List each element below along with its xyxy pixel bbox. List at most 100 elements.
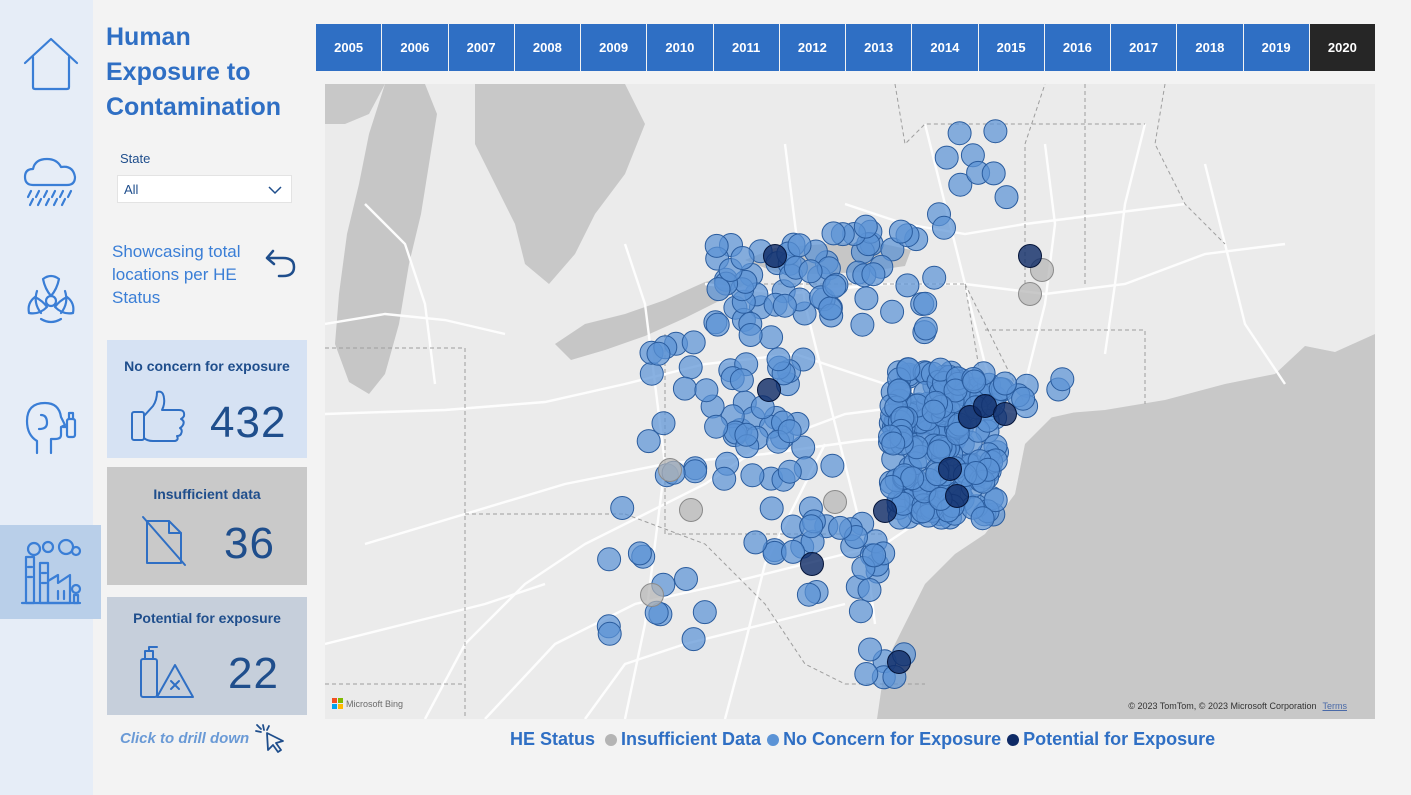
card-no-concern[interactable]: No concern for exposure 432	[107, 340, 307, 458]
no-concern-point[interactable]	[887, 378, 911, 403]
no-concern-point[interactable]	[922, 265, 947, 290]
no-concern-point[interactable]	[913, 316, 938, 341]
no-concern-point[interactable]	[895, 273, 920, 298]
card-insufficient-data[interactable]: Insufficient data 36	[107, 467, 307, 585]
no-concern-point[interactable]	[854, 662, 879, 686]
insufficient-data-point[interactable]	[658, 458, 682, 482]
no-concern-point[interactable]	[772, 293, 797, 318]
no-concern-point[interactable]	[759, 325, 784, 350]
no-concern-point[interactable]	[740, 463, 765, 488]
no-concern-point[interactable]	[627, 541, 652, 566]
no-concern-point[interactable]	[963, 461, 988, 485]
no-concern-point[interactable]	[888, 219, 913, 244]
no-concern-point[interactable]	[821, 221, 846, 246]
no-concern-point[interactable]	[945, 421, 970, 446]
potential-exposure-point[interactable]	[938, 457, 962, 481]
no-concern-point[interactable]	[932, 215, 956, 240]
no-concern-point[interactable]	[921, 399, 946, 424]
year-2007[interactable]: 2007	[448, 24, 514, 71]
no-concern-point[interactable]	[862, 543, 887, 568]
no-concern-point[interactable]	[879, 474, 904, 499]
year-2013[interactable]: 2013	[846, 24, 912, 71]
year-2005[interactable]: 2005	[316, 24, 382, 71]
no-concern-point[interactable]	[678, 355, 703, 380]
no-concern-point[interactable]	[896, 357, 921, 382]
insufficient-data-point[interactable]	[1018, 282, 1042, 306]
potential-exposure-point[interactable]	[757, 378, 781, 402]
no-concern-point[interactable]	[820, 453, 845, 478]
no-concern-point[interactable]	[913, 291, 938, 316]
no-concern-point[interactable]	[681, 627, 706, 652]
no-concern-point[interactable]	[646, 341, 671, 366]
no-concern-point[interactable]	[948, 172, 973, 197]
no-concern-point[interactable]	[729, 368, 754, 393]
no-concern-point[interactable]	[828, 515, 853, 540]
no-concern-point[interactable]	[1011, 386, 1036, 411]
insufficient-data-point[interactable]	[679, 498, 703, 522]
no-concern-point[interactable]	[636, 429, 661, 454]
no-concern-point[interactable]	[861, 262, 886, 287]
year-2011[interactable]: 2011	[713, 24, 779, 71]
no-concern-point[interactable]	[818, 296, 843, 321]
card-potential-exposure[interactable]: Potential for exposure 22	[107, 597, 307, 715]
year-2020[interactable]: 2020	[1309, 24, 1375, 71]
no-concern-point[interactable]	[706, 277, 731, 302]
no-concern-point[interactable]	[777, 419, 802, 444]
legend-item-no-concern[interactable]: No Concern for Exposure	[767, 729, 1001, 750]
no-concern-point[interactable]	[674, 567, 698, 591]
no-concern-point[interactable]	[651, 411, 676, 436]
year-2017[interactable]: 2017	[1111, 24, 1177, 71]
no-concern-point[interactable]	[672, 376, 697, 401]
year-2019[interactable]: 2019	[1243, 24, 1309, 71]
year-2006[interactable]: 2006	[382, 24, 448, 71]
no-concern-point[interactable]	[880, 299, 905, 324]
no-concern-point[interactable]	[970, 506, 995, 531]
year-2009[interactable]: 2009	[581, 24, 647, 71]
no-concern-point[interactable]	[857, 578, 882, 602]
no-concern-point[interactable]	[853, 214, 878, 239]
no-concern-point[interactable]	[850, 312, 875, 337]
year-2014[interactable]: 2014	[912, 24, 978, 71]
terms-link[interactable]: Terms	[1322, 701, 1348, 711]
no-concern-point[interactable]	[597, 621, 622, 646]
potential-exposure-point[interactable]	[945, 484, 969, 508]
year-2008[interactable]: 2008	[514, 24, 580, 71]
no-concern-point[interactable]	[858, 637, 882, 662]
no-concern-point[interactable]	[962, 369, 987, 394]
state-select[interactable]: All	[117, 175, 292, 203]
no-concern-point[interactable]	[994, 185, 1019, 210]
no-concern-point[interactable]	[704, 233, 729, 258]
no-concern-point[interactable]	[983, 488, 1008, 513]
insufficient-data-point[interactable]	[823, 490, 847, 514]
potential-exposure-point[interactable]	[873, 499, 897, 523]
no-concern-point[interactable]	[743, 530, 768, 555]
no-concern-point[interactable]	[822, 274, 847, 299]
year-2010[interactable]: 2010	[647, 24, 713, 71]
no-concern-point[interactable]	[694, 378, 719, 403]
no-concern-point[interactable]	[947, 121, 972, 146]
no-concern-point[interactable]	[799, 514, 824, 539]
map-visual[interactable]: Microsoft Bing © 2023 TomTom, © 2023 Mic…	[325, 84, 1375, 719]
no-concern-point[interactable]	[610, 496, 635, 520]
no-concern-point[interactable]	[934, 145, 959, 170]
insufficient-data-point[interactable]	[640, 583, 664, 607]
undo-arrow-icon[interactable]	[263, 245, 299, 281]
nav-inhalation[interactable]	[0, 380, 101, 474]
nav-weather[interactable]	[0, 132, 101, 226]
no-concern-point[interactable]	[777, 459, 802, 484]
no-concern-point[interactable]	[993, 371, 1017, 396]
nav-biohazard[interactable]	[0, 252, 101, 346]
no-concern-point[interactable]	[1050, 367, 1075, 392]
potential-exposure-point[interactable]	[763, 244, 787, 268]
legend-item-potential[interactable]: Potential for Exposure	[1007, 729, 1215, 750]
no-concern-point[interactable]	[854, 286, 879, 311]
no-concern-point[interactable]	[798, 259, 823, 284]
no-concern-point[interactable]	[881, 431, 906, 456]
potential-exposure-point[interactable]	[1018, 244, 1042, 268]
no-concern-point[interactable]	[787, 233, 812, 258]
nav-factory[interactable]	[0, 525, 101, 619]
year-2015[interactable]: 2015	[978, 24, 1044, 71]
no-concern-point[interactable]	[597, 547, 622, 572]
potential-exposure-point[interactable]	[993, 402, 1017, 426]
legend-item-insufficient[interactable]: Insufficient Data	[605, 729, 761, 750]
